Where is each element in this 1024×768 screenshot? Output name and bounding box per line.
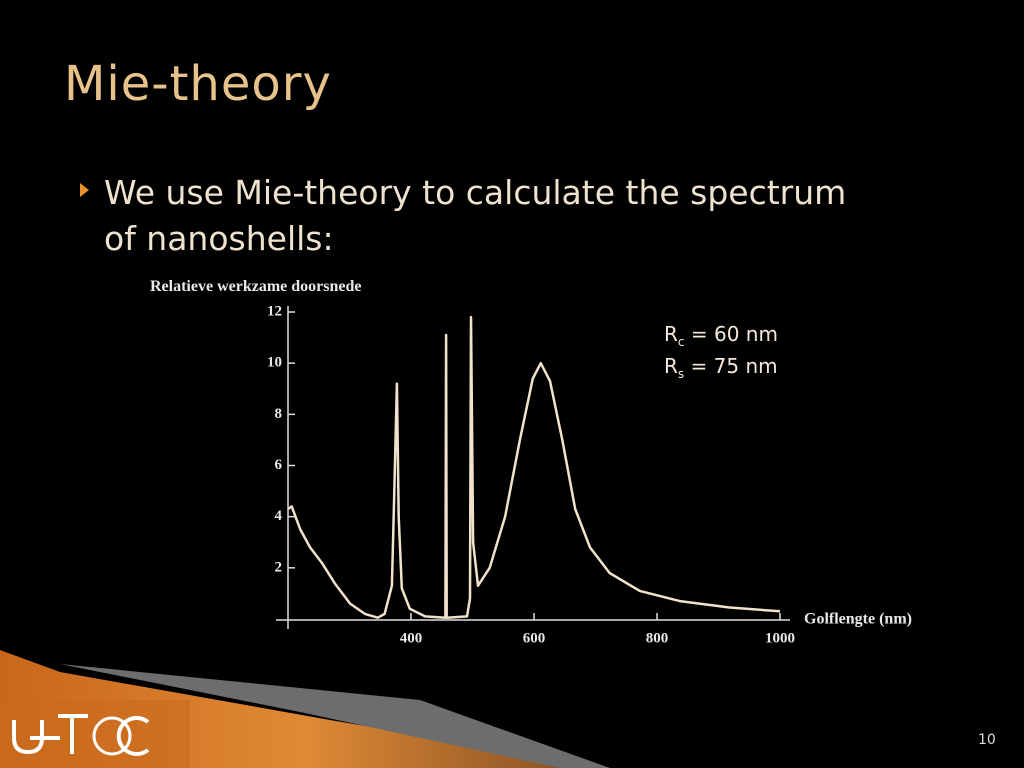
x-tick-label: 400	[400, 630, 423, 646]
data-line	[287, 315, 781, 619]
y-tick-label: 6	[275, 457, 283, 473]
y-axis-label: Relatieve werkzame doorsnede	[150, 278, 362, 295]
x-axis-label: Golflengte (nm)	[804, 611, 912, 628]
y-tick-label: 12	[267, 303, 282, 319]
y-tick-label: 4	[275, 508, 283, 524]
page-number: 10	[978, 732, 996, 748]
annotation-text: = 75 nm	[690, 354, 778, 378]
bullet-text: We use Mie-theory to calculate the spect…	[104, 170, 846, 262]
symbol: R	[664, 322, 678, 346]
y-tick-label: 8	[275, 406, 283, 422]
bullet-arrow	[80, 183, 89, 197]
bullet-line: We use Mie-theory to calculate the spect…	[104, 173, 847, 212]
subscript: c	[677, 335, 685, 349]
logo-ring	[92, 716, 132, 756]
y-tick-label: 10	[267, 355, 282, 371]
y-tick-label: 2	[275, 559, 283, 575]
swoosh-gray	[60, 664, 610, 768]
x-tick-label: 800	[646, 630, 669, 646]
annotation-text: = 60 nm	[690, 322, 778, 346]
x-tick-label: 600	[523, 630, 546, 646]
subscript: s	[677, 367, 685, 381]
annotation: Rs = 75 nm	[664, 354, 778, 381]
symbol: R	[664, 354, 678, 378]
bullet-line: of nanoshells:	[104, 219, 334, 258]
annotation: Rc = 60 nm	[664, 322, 778, 349]
x-tick-label: 1000	[765, 630, 795, 646]
logo	[12, 714, 150, 756]
slide-title: Mie-theory	[64, 56, 332, 112]
